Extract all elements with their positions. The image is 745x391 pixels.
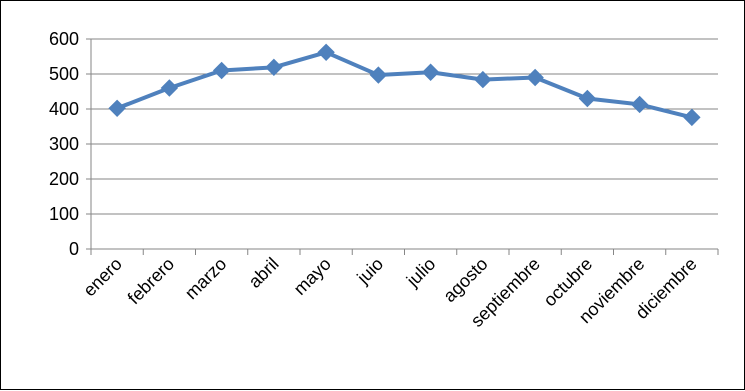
y-tick-label: 0 <box>69 239 79 259</box>
data-point <box>421 63 440 81</box>
y-tick-label: 600 <box>49 29 79 49</box>
data-point <box>212 61 231 80</box>
x-tick-label: marzo <box>181 254 231 304</box>
x-tick-label: julio <box>402 254 439 291</box>
gridlines <box>91 38 718 215</box>
series-layer <box>108 43 701 127</box>
data-point <box>683 108 701 127</box>
data-point <box>578 89 597 108</box>
data-point <box>526 68 544 87</box>
x-tick-label: mayo <box>290 254 335 299</box>
data-point <box>160 79 179 97</box>
x-tick-label: juio <box>353 254 388 289</box>
x-tick-label: abril <box>245 254 283 292</box>
axes <box>86 38 719 255</box>
series-line <box>116 50 693 120</box>
data-point <box>265 58 283 77</box>
data-point <box>317 43 335 62</box>
data-point <box>630 95 649 114</box>
x-tick-label: enero <box>79 254 126 301</box>
y-tick-label: 500 <box>49 64 79 84</box>
y-tick-label: 300 <box>49 134 79 154</box>
data-point <box>369 66 388 84</box>
y-tick-label: 200 <box>49 169 79 189</box>
y-axis-tick-labels: 0 100 200 300 400 500 600 <box>49 29 79 259</box>
data-point <box>474 70 492 89</box>
x-tick-label: febrero <box>124 254 178 308</box>
y-tick-label: 100 <box>49 204 79 224</box>
y-tick-label: 400 <box>49 99 79 119</box>
data-point <box>108 99 126 118</box>
x-tick-label: agosto <box>439 254 491 306</box>
